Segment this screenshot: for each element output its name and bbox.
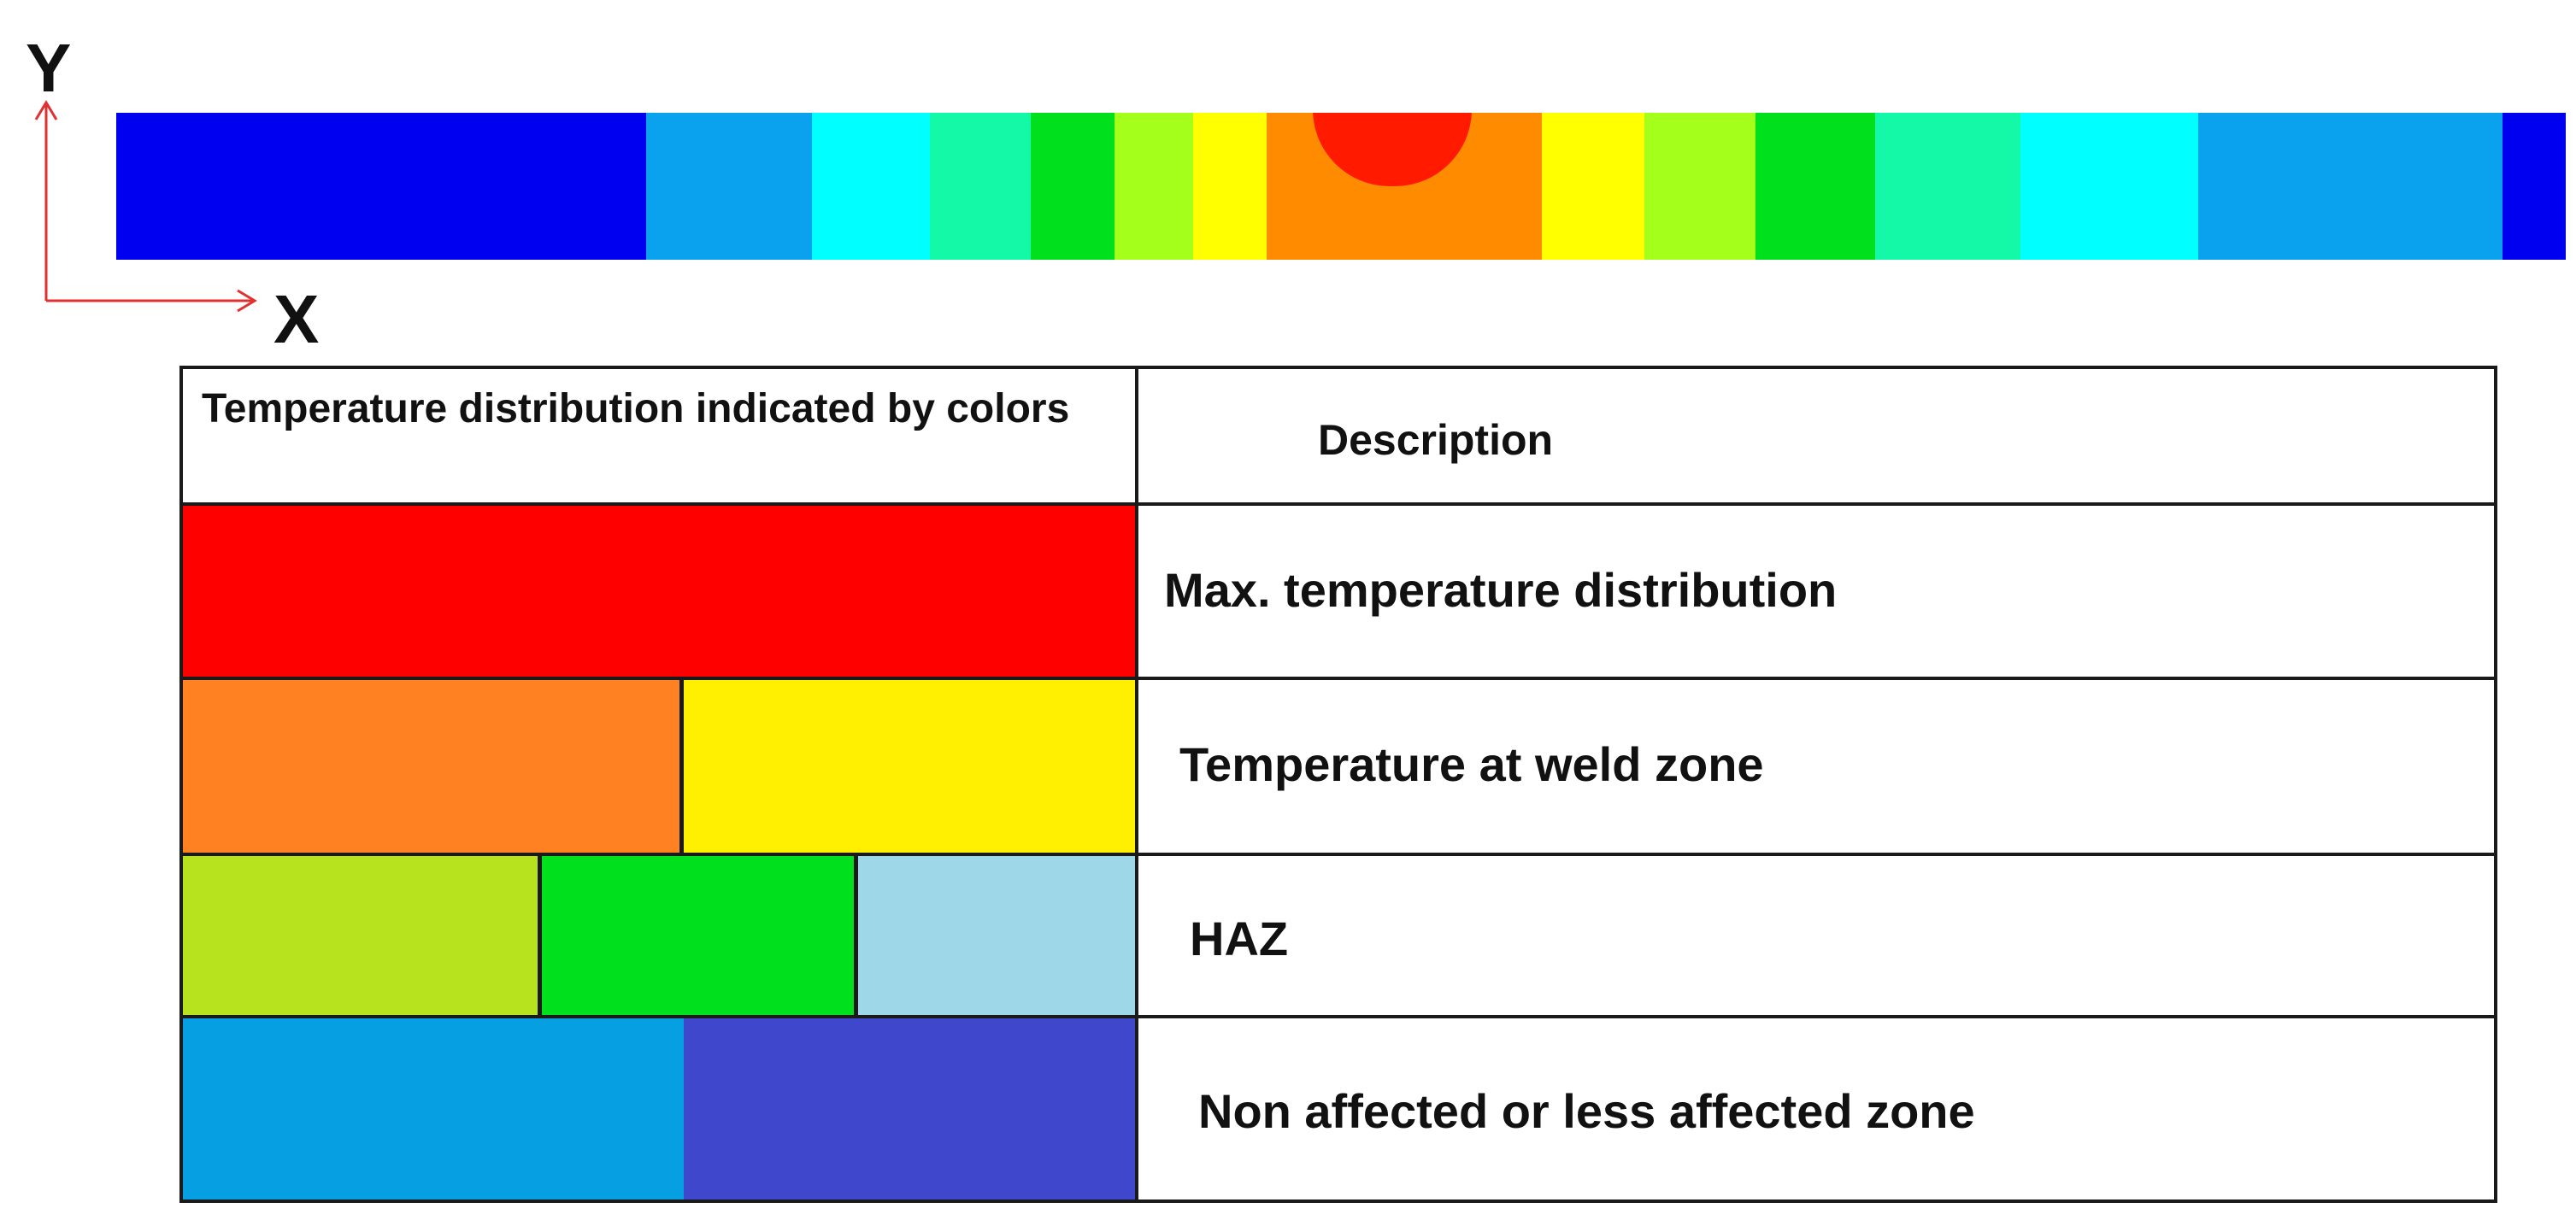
color-swatch-indigo <box>684 1018 1135 1199</box>
color-swatch-red <box>183 506 1135 677</box>
row-description: Max. temperature distribution <box>1164 563 1838 617</box>
y-axis-arrowhead <box>34 100 58 120</box>
strip-color-band <box>1542 113 1644 260</box>
strip-color-band <box>1115 113 1193 260</box>
swatch-cell <box>183 506 1138 677</box>
strip-color-band <box>1193 113 1267 260</box>
strip-color-band <box>116 113 646 260</box>
header-color-cell: Temperature distribution indicated by co… <box>183 369 1138 502</box>
color-column-header: Temperature distribution indicated by co… <box>202 386 1070 431</box>
strip-color-band <box>2020 113 2198 260</box>
axis-arrows <box>34 100 257 313</box>
swatch-cell <box>183 856 1138 1015</box>
temperature-distribution-strip <box>116 113 2566 260</box>
row-description: HAZ <box>1190 912 1289 965</box>
swatch-cell <box>183 680 1138 853</box>
color-swatch-orange <box>183 680 684 853</box>
strip-color-band <box>1756 113 1875 260</box>
swatch-cell <box>183 1018 1138 1199</box>
header-description-cell: Description <box>1138 369 2494 502</box>
strip-color-band <box>2502 113 2566 260</box>
row-description: Non affected or less affected zone <box>1198 1084 1975 1138</box>
strip-color-band <box>1031 113 1115 260</box>
description-cell: Temperature at weld zone <box>1138 680 2494 853</box>
legend-row-weld-zone: Temperature at weld zone <box>183 677 2494 853</box>
y-axis-label: Y <box>26 30 72 106</box>
strip-color-band <box>930 113 1031 260</box>
color-swatch-green <box>542 856 858 1015</box>
color-swatch-yellow <box>684 680 1135 853</box>
legend-row-max-temperature: Max. temperature distribution <box>183 502 2494 677</box>
color-swatch-lime <box>183 856 542 1015</box>
color-swatch-light-blue <box>858 856 1135 1015</box>
description-column-header: Description <box>1318 416 1554 464</box>
description-cell: Max. temperature distribution <box>1138 506 2494 677</box>
strip-color-band <box>2198 113 2502 260</box>
color-swatch-blue <box>183 1018 684 1199</box>
legend-table: Temperature distribution indicated by co… <box>179 366 2497 1203</box>
x-axis-label: X <box>273 281 320 357</box>
strip-color-band <box>1875 113 2020 260</box>
description-cell: HAZ <box>1138 856 2494 1015</box>
legend-row-non-affected-zone: Non affected or less affected zone <box>183 1015 2494 1199</box>
description-cell: Non affected or less affected zone <box>1138 1018 2494 1199</box>
legend-row-haz: HAZ <box>183 853 2494 1015</box>
strip-color-band <box>1644 113 1756 260</box>
strip-color-band <box>646 113 812 260</box>
x-axis-arrowhead <box>237 289 257 313</box>
row-description: Temperature at weld zone <box>1179 737 1764 791</box>
table-header-row: Temperature distribution indicated by co… <box>183 369 2494 502</box>
strip-color-band <box>812 113 930 260</box>
